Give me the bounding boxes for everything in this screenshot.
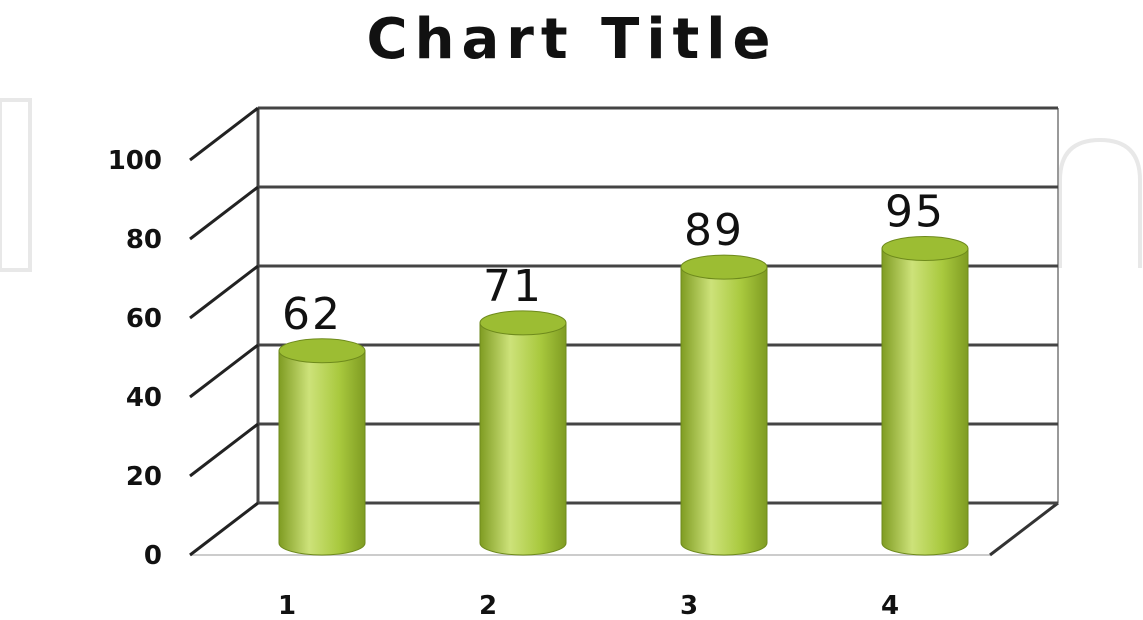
y-tick-label: 60 (126, 304, 162, 334)
bar (680, 266, 768, 556)
y-tick-label: 80 (126, 225, 162, 255)
floor-right-edge (989, 501, 1059, 557)
bar (278, 350, 366, 556)
bar (881, 248, 969, 556)
side-wall-line (189, 185, 259, 241)
bar-top (680, 254, 768, 280)
chart-title: Chart Title (367, 7, 778, 72)
bar-top (278, 338, 366, 364)
y-tick-label: 40 (126, 383, 162, 413)
bars (278, 236, 969, 556)
bar-top (479, 310, 567, 336)
data-label: 95 (885, 187, 945, 238)
x-axis-ticks: 1 2 3 4 (278, 591, 899, 620)
x-tick-label: 2 (479, 591, 497, 620)
side-wall-line (189, 422, 259, 478)
data-label: 62 (282, 289, 342, 340)
x-tick-label: 3 (680, 591, 698, 620)
data-label: 71 (483, 261, 543, 312)
watermark (0, 98, 1142, 272)
side-wall-line (189, 106, 259, 162)
gridlines (189, 106, 1058, 557)
bar (479, 322, 567, 556)
y-tick-label: 20 (126, 462, 162, 492)
x-tick-label: 4 (881, 591, 899, 620)
data-labels: 62 71 89 95 (282, 187, 945, 340)
x-tick-label: 1 (278, 591, 296, 620)
data-label: 89 (684, 205, 744, 256)
side-wall-line (189, 343, 259, 399)
side-wall-line (189, 501, 259, 557)
y-axis-ticks: 0 20 40 60 80 100 (108, 146, 162, 571)
y-tick-label: 0 (144, 541, 162, 571)
y-tick-label: 100 (108, 146, 162, 176)
bar-top (881, 236, 969, 261)
side-wall-line (189, 264, 259, 320)
